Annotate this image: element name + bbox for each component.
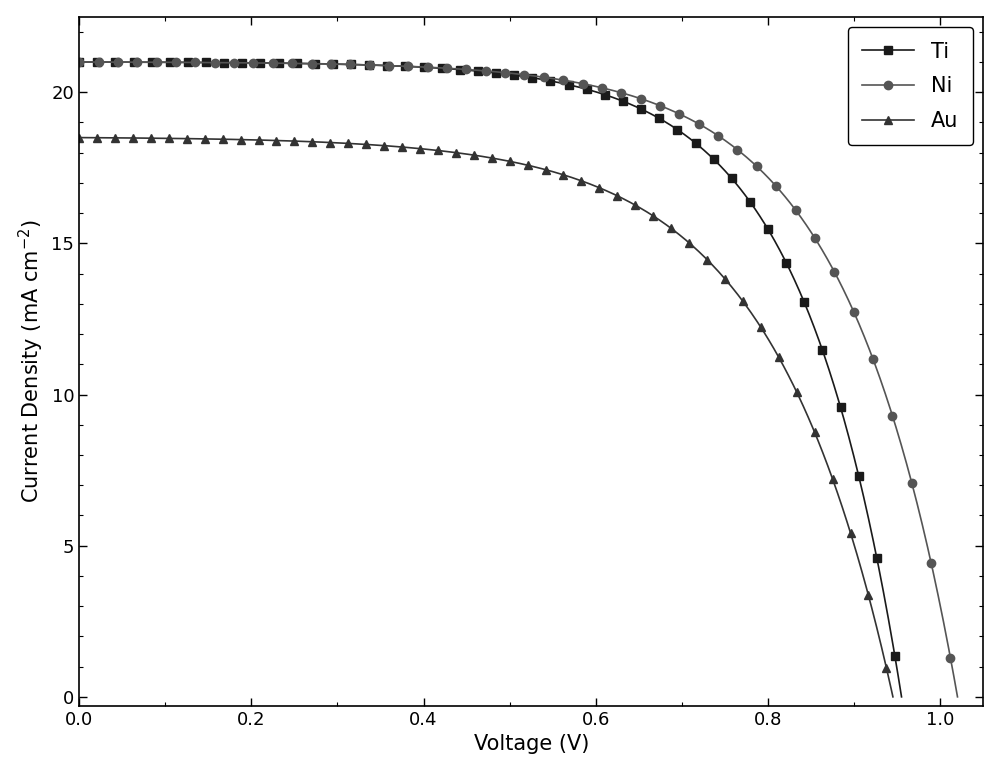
Ni (596, 83, 608, 93)
Au (887, 692, 899, 702)
Ti (73, 57, 85, 66)
Au (867, 610, 879, 619)
Au (740, 301, 752, 311)
Line: Ni: Ni (75, 58, 962, 701)
Ti (518, 72, 530, 81)
X-axis label: Voltage (V): Voltage (V) (474, 734, 589, 754)
Ni (930, 582, 942, 591)
Au (513, 159, 525, 168)
Ni (548, 74, 560, 83)
Ni (951, 692, 963, 702)
Au (557, 170, 569, 180)
Ti (469, 66, 481, 76)
Y-axis label: Current Density (mA cm$^{-2}$): Current Density (mA cm$^{-2}$) (17, 220, 46, 503)
Legend: Ti, Ni, Au: Ti, Ni, Au (848, 27, 973, 146)
Au (465, 150, 477, 160)
Line: Au: Au (75, 133, 897, 701)
Ni (496, 68, 508, 77)
Au (460, 150, 472, 159)
Ti (896, 692, 908, 702)
Au (73, 133, 85, 142)
Ni (793, 210, 805, 220)
Ti (563, 80, 575, 89)
Ni (73, 57, 85, 66)
Ti (464, 66, 476, 75)
Line: Ti: Ti (75, 58, 906, 701)
Ti (747, 202, 759, 211)
Ni (490, 67, 502, 76)
Ti (876, 578, 888, 588)
